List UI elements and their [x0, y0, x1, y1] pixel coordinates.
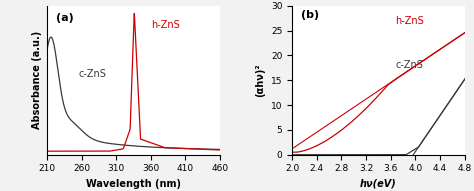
Y-axis label: (αhν)²: (αhν)² — [255, 63, 265, 97]
Text: c-ZnS: c-ZnS — [78, 69, 106, 79]
Text: (a): (a) — [56, 13, 74, 23]
Text: h-ZnS: h-ZnS — [396, 16, 424, 26]
X-axis label: hν(eV): hν(eV) — [360, 179, 397, 189]
Text: c-ZnS: c-ZnS — [396, 60, 423, 70]
Text: h-ZnS: h-ZnS — [151, 20, 180, 30]
Y-axis label: Absorbance (a.u.): Absorbance (a.u.) — [32, 31, 42, 129]
X-axis label: Wavelength (nm): Wavelength (nm) — [86, 179, 181, 189]
Text: (b): (b) — [301, 10, 319, 20]
